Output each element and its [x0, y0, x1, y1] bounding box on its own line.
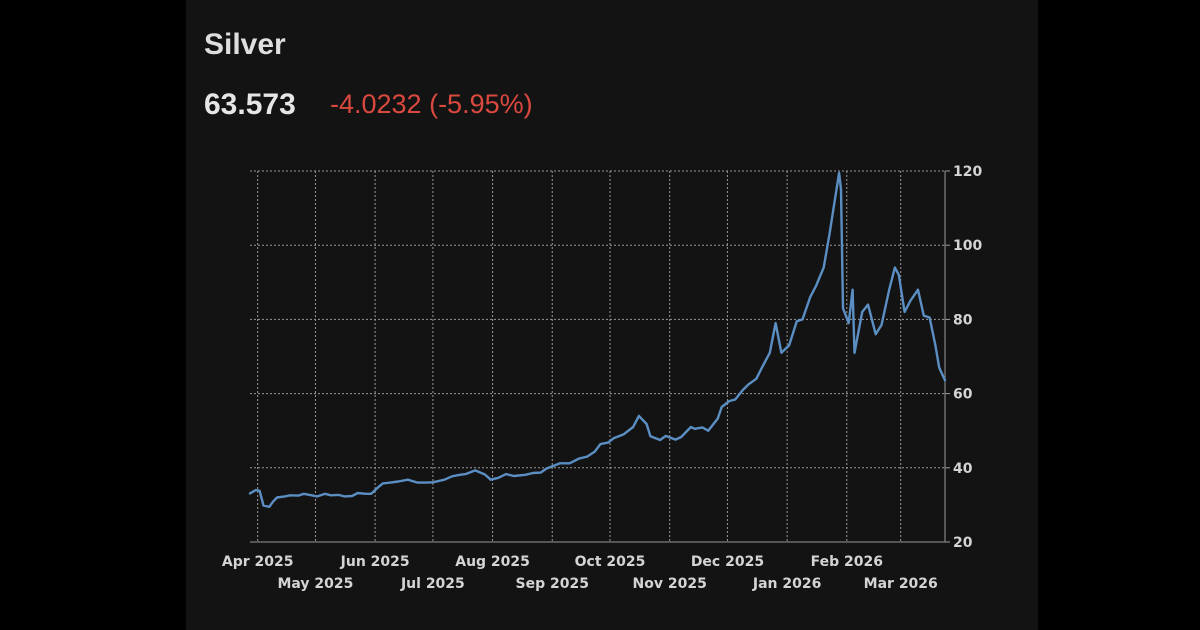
price-series-line: [248, 171, 947, 508]
x-axis-ticks: Apr 2025 May 2025 Jun 2025 Jul 2025 Aug 2025…: [222, 554, 938, 592]
x-tick-label: Sep 2025: [516, 576, 589, 592]
y-axis-ticks: 20 40 60 80 100 120: [945, 164, 982, 551]
x-tick-label: Apr 2025: [222, 554, 294, 570]
x-tick-label: Dec 2025: [691, 554, 764, 570]
x-tick-label: Jan 2026: [752, 576, 821, 592]
y-tick-label: 100: [953, 238, 982, 254]
instrument-title: Silver: [204, 28, 286, 61]
x-tick-label: Jul 2025: [400, 576, 465, 592]
y-tick-label: 20: [953, 535, 973, 551]
chart-series: [248, 171, 947, 508]
x-tick-label: Oct 2025: [575, 554, 646, 570]
x-tick-label: Nov 2025: [633, 576, 707, 592]
price-chart: 20 40 60 80 100 120 Apr 2025 May 2025 Jun 2025 J…: [222, 164, 983, 592]
quote-card: Silver 63.573 -4.0232 (-5.95%) 20 40 60 80 1…: [186, 0, 1038, 630]
y-tick-label: 80: [953, 312, 973, 328]
x-tick-label: Jun 2025: [340, 554, 410, 570]
y-tick-label: 40: [953, 461, 973, 477]
x-tick-label: May 2025: [277, 576, 353, 592]
y-tick-label: 60: [953, 387, 973, 403]
price-change: -4.0232 (-5.95%): [330, 89, 533, 119]
y-tick-label: 120: [953, 164, 982, 180]
last-price: 63.573: [204, 88, 296, 121]
x-tick-label: Feb 2026: [811, 554, 883, 570]
x-tick-label: Mar 2026: [864, 576, 938, 592]
x-tick-label: Aug 2025: [455, 554, 530, 570]
